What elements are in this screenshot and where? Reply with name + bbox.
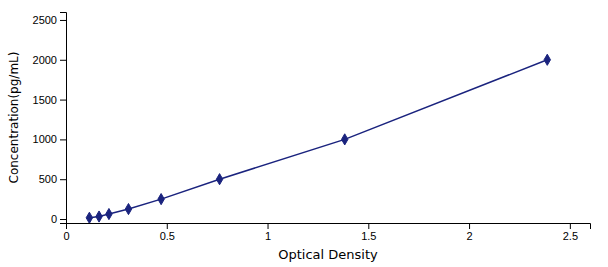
tick: 1500: [33, 94, 66, 106]
tick-mark: [60, 219, 66, 220]
tick-label: 1.5: [361, 230, 376, 242]
tick-label: 1: [265, 230, 271, 242]
tick: 2: [467, 223, 473, 242]
tick-label: 2500: [33, 14, 57, 26]
tick-mark: [60, 20, 66, 21]
tick-mark: [469, 223, 470, 229]
y-axis-title: Concentration(pg/mL): [7, 52, 21, 184]
tick: 1: [265, 223, 271, 242]
x-axis-title: Optical Density: [278, 247, 378, 262]
tick: 1.5: [361, 223, 376, 242]
tick-mark: [368, 223, 369, 229]
tick: 2.5: [563, 223, 578, 242]
tick-label: 0: [51, 213, 57, 225]
marker: [544, 54, 550, 65]
chart: 0 0.5 1 1.5 2 2.5 0 500 1000 1500 2000 2500 Optical …: [0, 0, 608, 267]
marker: [106, 208, 112, 219]
line: [89, 60, 547, 218]
tick-label: 0.5: [160, 230, 175, 242]
series: [86, 54, 550, 223]
tick-mark: [60, 179, 66, 180]
marker: [86, 212, 92, 223]
tick-label: 1500: [33, 94, 57, 106]
tick-label: 2.5: [563, 230, 578, 242]
tick-mark: [60, 60, 66, 61]
tick-mark: [268, 223, 269, 229]
tick-label: 500: [39, 173, 57, 185]
tick-label: 2000: [33, 54, 57, 66]
tick-label: 1000: [33, 133, 57, 145]
y-axis: 0 500 1000 1500 2000 2500: [33, 13, 67, 226]
x-axis: 0 0.5 1 1.5 2 2.5: [63, 223, 590, 242]
marker: [216, 174, 222, 185]
tick: 0.5: [160, 223, 175, 242]
axis-line: [67, 224, 591, 230]
tick-label: 2: [467, 230, 473, 242]
tick: 500: [39, 173, 66, 185]
tick: 2500: [33, 14, 66, 26]
tick: 0: [51, 213, 66, 225]
tick-mark: [570, 223, 571, 229]
tick: 0: [63, 223, 69, 242]
tick-label: 0: [63, 230, 69, 242]
marker: [125, 203, 131, 214]
axis-line: [60, 13, 67, 224]
marker: [158, 194, 164, 205]
plot: 0 0.5 1 1.5 2 2.5 0 500 1000 1500 2000 2500: [33, 13, 591, 242]
marker: [96, 211, 102, 222]
tick-mark: [167, 223, 168, 229]
tick-mark: [60, 100, 66, 101]
tick: 2000: [33, 54, 66, 66]
tick-mark: [60, 139, 66, 140]
tick: 1000: [33, 133, 66, 145]
marker: [342, 134, 348, 145]
